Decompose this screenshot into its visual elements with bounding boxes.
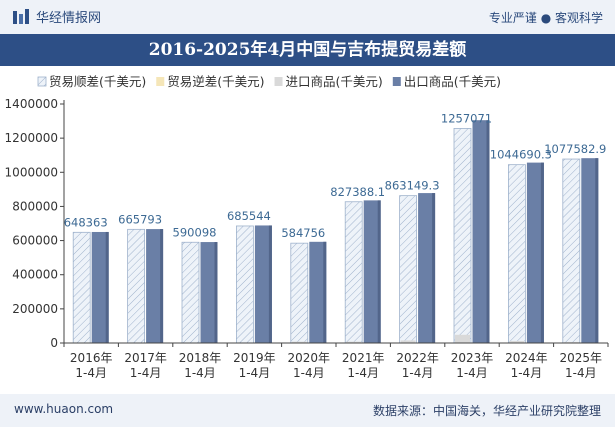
- bar-exports: [309, 241, 327, 343]
- bar-exports: [254, 225, 272, 343]
- logo-icon: [13, 8, 29, 24]
- bar-exports-shade: [432, 193, 436, 343]
- x-tick-label: 1-4月: [402, 366, 434, 380]
- x-tick-label: 1-4月: [511, 366, 543, 380]
- y-tick-label: 800000: [12, 199, 58, 213]
- bar-exports: [91, 231, 109, 343]
- legend-label: 贸易逆差(千美元): [167, 74, 264, 89]
- legend-swatch: [392, 77, 401, 86]
- data-label: 590098: [173, 225, 217, 239]
- bar-trade-surplus: [453, 128, 472, 344]
- x-tick-label: 2020年: [288, 351, 331, 365]
- brand-name: 华经情报网: [36, 11, 102, 26]
- bar-exports-shade: [105, 231, 109, 343]
- bar-exports: [418, 193, 436, 343]
- x-axis: 2016年1-4月2017年1-4月2018年1-4月2019年1-4月2020…: [63, 342, 609, 380]
- bar-exports: [472, 120, 490, 343]
- y-tick-label: 1200000: [5, 131, 58, 145]
- x-tick-label: 2022年: [396, 351, 439, 365]
- data-label: 648363: [64, 215, 108, 229]
- footer-bar: www.huaon.com 数据来源：中国海关，华经产业研究院整理: [0, 394, 615, 427]
- legend-swatch: [274, 77, 283, 86]
- x-tick-label: 1-4月: [347, 366, 379, 380]
- bar-exports-shade: [486, 120, 490, 343]
- bar-trade-surplus: [344, 201, 363, 344]
- legend-label: 出口商品(千美元): [404, 74, 501, 89]
- data-label: 1257071: [441, 111, 492, 125]
- legend-swatch: [156, 77, 165, 86]
- x-tick-label: 2021年: [342, 351, 385, 365]
- data-label: 584756: [281, 226, 325, 240]
- bar-exports-shade: [595, 158, 599, 343]
- legend-label: 进口商品(千美元): [286, 74, 383, 89]
- x-tick-label: 2023年: [451, 351, 494, 365]
- bar-imports: [455, 334, 470, 343]
- x-tick-label: 1-4月: [293, 366, 325, 380]
- bar-exports-shade: [268, 225, 272, 343]
- y-tick-label: 0: [50, 336, 58, 350]
- legend-label: 贸易顺差(千美元): [49, 74, 146, 89]
- y-tick-label: 1000000: [5, 165, 58, 179]
- bar-trade-surplus: [399, 195, 418, 344]
- x-tick-label: 2018年: [179, 351, 222, 365]
- bar-chart: 贸易顺差(千美元) 贸易逆差(千美元) 进口商品(千美元) 出口商品(千美元) 0 20…: [5, 74, 609, 380]
- bar-imports: [346, 341, 362, 343]
- x-tick-label: 1-4月: [75, 366, 107, 380]
- data-label: 1044690.3: [490, 148, 552, 162]
- y-axis: 0 200000 400000 600000 800000 1000000 1200000 1…: [5, 97, 65, 350]
- bars: 648363 665793 590098 685544 584756 827388.1 86…: [64, 111, 606, 344]
- bar-trade-surplus: [127, 228, 145, 344]
- x-tick-label: 2025年: [560, 351, 603, 365]
- bar-imports: [400, 340, 416, 343]
- brand: 华经情报网: [12, 7, 101, 26]
- data-source: 数据来源：中国海关，华经产业研究院整理: [372, 404, 601, 418]
- bar-trade-surplus: [507, 164, 526, 344]
- bar-exports-shade: [160, 229, 164, 343]
- x-tick-label: 1-4月: [565, 366, 597, 380]
- bar-imports: [509, 340, 525, 343]
- bar-exports-shade: [377, 200, 381, 343]
- x-tick-label: 1-4月: [184, 366, 216, 380]
- tagline: 专业严谨 ● 客观科学: [488, 11, 603, 25]
- chart-title: 2016-2025年4月中国与吉布提贸易差额: [0, 34, 615, 66]
- legend: 贸易顺差(千美元) 贸易逆差(千美元) 进口商品(千美元) 出口商品(千美元): [37, 74, 501, 89]
- data-label: 863149.3: [385, 179, 440, 193]
- bar-exports: [526, 162, 544, 343]
- bar-exports-shade: [214, 242, 218, 343]
- bar-trade-surplus: [290, 242, 309, 344]
- bar-exports-shade: [323, 241, 327, 343]
- y-tick-label: 200000: [12, 302, 58, 316]
- x-tick-label: 1-4月: [130, 366, 162, 380]
- bar-exports: [581, 158, 599, 343]
- data-label: 685544: [227, 209, 271, 223]
- site-url: www.huaon.com: [14, 402, 114, 416]
- y-tick-label: 600000: [12, 234, 58, 248]
- y-tick-label: 400000: [12, 268, 58, 282]
- bar-exports-shade: [540, 162, 544, 343]
- x-tick-label: 2024年: [505, 351, 548, 365]
- bar-exports: [146, 229, 164, 343]
- bar-exports: [363, 200, 381, 343]
- bar-trade-surplus: [562, 158, 581, 344]
- bar-trade-surplus: [235, 225, 254, 344]
- bar-trade-surplus: [181, 241, 200, 344]
- header-bar: 华经情报网 专业严谨 ● 客观科学: [0, 0, 615, 34]
- x-tick-label: 1-4月: [456, 366, 488, 380]
- bar-imports: [291, 341, 307, 343]
- data-label: 665793: [118, 212, 162, 226]
- x-tick-label: 2019年: [233, 351, 276, 365]
- bar-exports: [200, 242, 218, 343]
- x-tick-label: 2017年: [124, 351, 167, 365]
- x-tick-label: 2016年: [70, 351, 113, 365]
- x-tick-label: 1-4月: [239, 366, 271, 380]
- y-tick-label: 1400000: [5, 97, 58, 111]
- data-label: 1077582.9: [544, 142, 606, 156]
- legend-swatch: [37, 76, 47, 87]
- bar-trade-surplus: [72, 231, 91, 344]
- data-label: 827388.1: [330, 185, 385, 199]
